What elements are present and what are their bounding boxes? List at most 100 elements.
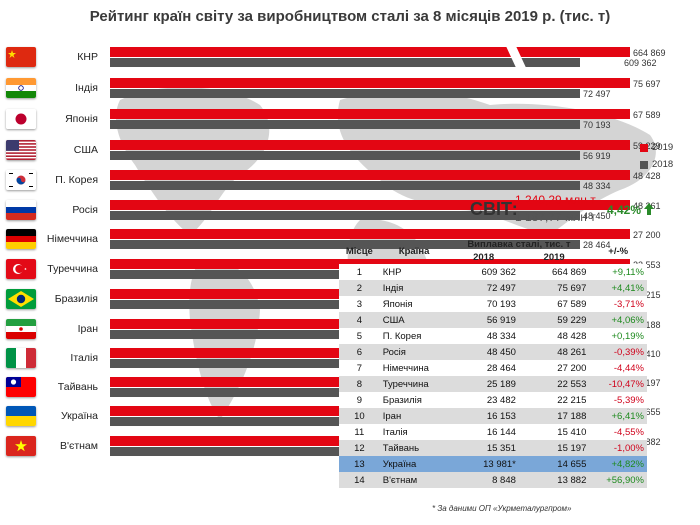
- up-arrow-icon: [644, 203, 655, 215]
- bar-label-2019: 67 589: [633, 110, 661, 120]
- russia-flag-icon: [6, 200, 36, 220]
- table-cell-2018: 8 848: [448, 472, 519, 488]
- bar-label-2018: 72 497: [583, 89, 611, 99]
- table-row: 11 Італія 16 144 15 410 -4,55%: [339, 424, 647, 440]
- world-change-value: 4,42%: [607, 203, 642, 217]
- bar-2018: [110, 89, 580, 98]
- legend-item-2018: 2018: [640, 159, 673, 170]
- bar-label-2018: 56 919: [583, 151, 611, 161]
- bar-2019: [110, 200, 630, 210]
- table-cell-2019: 14 655: [518, 456, 590, 472]
- table-cell-2018: 56 919: [448, 312, 519, 328]
- table-cell-change: -1,00%: [589, 440, 647, 456]
- table-cell-2019: 59 229: [518, 312, 590, 328]
- world-change: 4,42%: [607, 203, 655, 217]
- country-label: Іран: [77, 323, 98, 335]
- chart-legend: 2019 2018: [640, 142, 673, 176]
- table-cell-country: Росія: [379, 344, 449, 360]
- bar-2018: [110, 120, 580, 129]
- ukraine-flag-icon: [6, 406, 36, 426]
- country-label: П. Корея: [55, 174, 98, 186]
- bar-label-2019: 48 261: [633, 201, 661, 211]
- table-cell-2019: 15 410: [518, 424, 590, 440]
- country-row: Тайвань: [6, 374, 98, 400]
- production-table: Місце Країна Виплавка сталі, тис. т +/-%…: [339, 238, 647, 488]
- table-cell-country: Японія: [379, 296, 449, 312]
- table-cell-2019: 67 589: [518, 296, 590, 312]
- table-cell-place: 14: [339, 472, 380, 488]
- table-cell-country: Італія: [379, 424, 449, 440]
- india-flag-icon: [6, 78, 36, 98]
- country-label: Україна: [60, 410, 98, 422]
- iran-flag-icon: [6, 319, 36, 339]
- country-label: Росія: [72, 204, 98, 216]
- legend-swatch-2019: [640, 143, 648, 152]
- bar-2019: [110, 229, 630, 239]
- table-row: 4 США 56 919 59 229 +4,06%: [339, 312, 647, 328]
- bar-2018: [110, 58, 580, 67]
- table-cell-2018: 16 153: [448, 408, 519, 424]
- bar-2018: [110, 151, 580, 160]
- table-cell-place: 2: [339, 280, 380, 296]
- country-label: Німеччина: [46, 233, 98, 245]
- bar-label-2018: 48 450: [583, 211, 611, 221]
- table-row: 3 Японія 70 193 67 589 -3,71%: [339, 296, 647, 312]
- table-cell-2019: 48 428: [518, 328, 590, 344]
- table-cell-country: Туреччина: [379, 376, 449, 392]
- table-cell-place: 5: [339, 328, 380, 344]
- country-label: Тайвань: [57, 381, 98, 393]
- table-cell-2019: 664 869: [518, 264, 590, 280]
- table-cell-change: +4,82%: [589, 456, 647, 472]
- table-row: 14 В'єтнам 8 848 13 882 +56,90%: [339, 472, 647, 488]
- country-label: Туреччина: [47, 263, 98, 275]
- table-cell-2018: 28 464: [448, 360, 519, 376]
- axis-break-mark: [505, 44, 528, 72]
- table-cell-country: Іран: [379, 408, 449, 424]
- table-header-change: +/-%: [608, 245, 629, 257]
- table-cell-2019: 22 553: [518, 376, 590, 392]
- country-label: Індія: [75, 82, 98, 94]
- table-cell-country: Україна: [379, 456, 449, 472]
- table-cell-2018: 72 497: [448, 280, 519, 296]
- table-cell-2019: 48 261: [518, 344, 590, 360]
- table-cell-place: 6: [339, 344, 380, 360]
- table-row: 5 П. Корея 48 334 48 428 +0,19%: [339, 328, 647, 344]
- country-row: Іран: [6, 316, 98, 342]
- chart-title: Рейтинг країн світу за виробництвом стал…: [89, 8, 611, 25]
- bar-label-2019: 664 869: [633, 48, 666, 58]
- table-row: 1 КНР 609 362 664 869 +9,11%: [339, 264, 647, 280]
- table-row: 6 Росія 48 450 48 261 -0,39%: [339, 344, 647, 360]
- country-label: Італія: [70, 352, 98, 364]
- usa-flag-icon: [6, 140, 36, 160]
- table-header-2018: 2018: [473, 252, 495, 263]
- table-cell-place: 4: [339, 312, 380, 328]
- brazil-flag-icon: [6, 289, 36, 309]
- country-label: Японія: [65, 113, 98, 125]
- bar-2019: [110, 109, 630, 119]
- bar-label-2019: 48 428: [633, 171, 661, 181]
- bar-2019: [110, 78, 630, 88]
- bar-2019: [110, 140, 630, 150]
- table-cell-change: -4,55%: [589, 424, 647, 440]
- table-cell-change: +6,41%: [589, 408, 647, 424]
- country-row: П. Корея: [6, 167, 98, 193]
- table-row: 10 Іран 16 153 17 188 +6,41%: [339, 408, 647, 424]
- table-cell-2019: 75 697: [518, 280, 590, 296]
- legend-swatch-2018: [640, 160, 648, 169]
- country-row: Індія: [6, 75, 98, 101]
- table-cell-change: -3,71%: [589, 296, 647, 312]
- vietnam-flag-icon: [6, 436, 36, 456]
- table-cell-2018: 609 362: [448, 264, 519, 280]
- legend-item-2019: 2019: [640, 142, 673, 153]
- table-row: 13 Україна 13 981* 14 655 +4,82%: [339, 456, 647, 472]
- country-label: В'єтнам: [59, 440, 98, 452]
- table-cell-2018: 23 482: [448, 392, 519, 408]
- bar-label-2019: 75 697: [633, 79, 661, 89]
- footnote: * За даними ОП «Укрметалургпром»: [432, 504, 572, 513]
- bar-2018: [110, 211, 580, 220]
- table-cell-country: США: [379, 312, 449, 328]
- table-row: 12 Тайвань 15 351 15 197 -1,00%: [339, 440, 647, 456]
- table-cell-country: В'єтнам: [379, 472, 449, 488]
- table-cell-change: +9,11%: [589, 264, 647, 280]
